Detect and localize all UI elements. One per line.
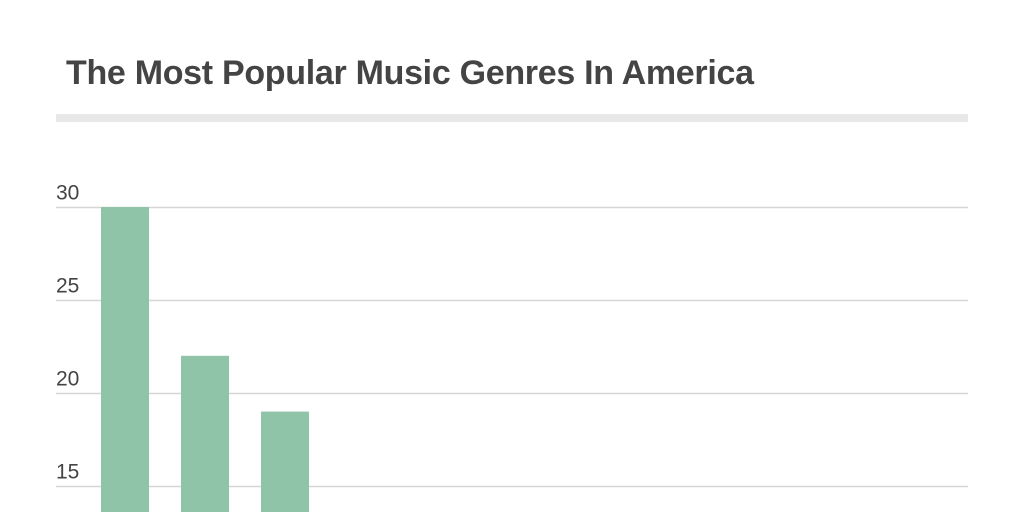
chart-title: The Most Popular Music Genres In America bbox=[66, 54, 754, 92]
bar-2 bbox=[181, 355, 229, 512]
bars bbox=[101, 207, 309, 512]
y-axis-tick-labels: 15 20 25 30 bbox=[56, 182, 79, 484]
title-divider bbox=[56, 114, 968, 122]
y-tick-label-30: 30 bbox=[56, 182, 79, 205]
bar-1 bbox=[101, 207, 149, 512]
bar-3 bbox=[261, 411, 309, 512]
y-tick-label-15: 15 bbox=[56, 461, 79, 484]
y-tick-label-20: 20 bbox=[56, 368, 79, 391]
y-tick-label-25: 25 bbox=[56, 275, 79, 298]
